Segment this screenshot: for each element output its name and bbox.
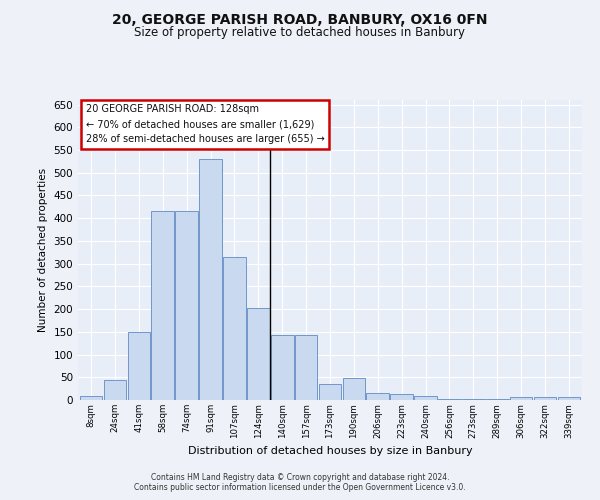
Bar xyxy=(343,378,365,400)
Bar xyxy=(295,335,317,400)
Bar xyxy=(319,384,341,400)
Bar xyxy=(80,396,103,400)
Text: 20, GEORGE PARISH ROAD, BANBURY, OX16 0FN: 20, GEORGE PARISH ROAD, BANBURY, OX16 0F… xyxy=(112,12,488,26)
X-axis label: Distribution of detached houses by size in Banbury: Distribution of detached houses by size … xyxy=(188,446,472,456)
Bar xyxy=(247,308,269,400)
Bar xyxy=(151,212,174,400)
Bar xyxy=(271,335,293,400)
Bar xyxy=(533,398,556,400)
Bar xyxy=(104,380,127,400)
Bar xyxy=(391,394,413,400)
Bar xyxy=(175,212,198,400)
Bar xyxy=(128,332,150,400)
Bar xyxy=(510,398,532,400)
Bar xyxy=(367,393,389,400)
Bar xyxy=(223,257,246,400)
Bar xyxy=(462,398,485,400)
Y-axis label: Number of detached properties: Number of detached properties xyxy=(38,168,48,332)
Text: Contains HM Land Registry data © Crown copyright and database right 2024.
Contai: Contains HM Land Registry data © Crown c… xyxy=(134,473,466,492)
Bar xyxy=(414,396,437,400)
Bar xyxy=(486,398,509,400)
Text: 20 GEORGE PARISH ROAD: 128sqm
← 70% of detached houses are smaller (1,629)
28% o: 20 GEORGE PARISH ROAD: 128sqm ← 70% of d… xyxy=(86,104,325,144)
Bar xyxy=(438,398,461,400)
Bar xyxy=(199,159,222,400)
Bar xyxy=(557,398,580,400)
Text: Size of property relative to detached houses in Banbury: Size of property relative to detached ho… xyxy=(134,26,466,39)
